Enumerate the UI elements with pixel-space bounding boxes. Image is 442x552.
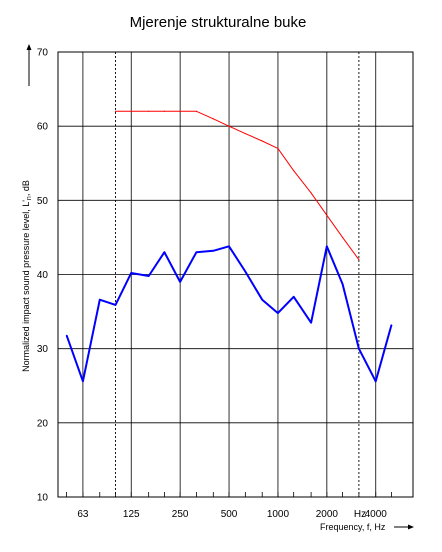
measured-point [341, 283, 344, 285]
x-axis-label: Frequency, f, Hz [320, 522, 386, 532]
measured-point [99, 299, 101, 301]
measured-point [326, 245, 328, 247]
x-tick-label: 500 [221, 509, 238, 520]
measured-point [212, 250, 214, 252]
measured-point [66, 334, 68, 336]
reference-point [228, 125, 230, 127]
reference-point [130, 110, 132, 112]
y-tick-label: 20 [37, 418, 49, 429]
reference-point [341, 236, 344, 239]
measured-point [310, 322, 312, 324]
measured-point [163, 251, 165, 253]
x-tick-label: 250 [172, 509, 189, 520]
x-tick-label: 4000 [365, 509, 388, 520]
x-tick-label: 125 [123, 509, 140, 520]
x-tick-label: 1000 [267, 509, 290, 520]
reference-point [148, 110, 150, 112]
y-axis-label-sub: n [26, 196, 33, 200]
reference-point [358, 259, 360, 261]
reference-point [163, 110, 165, 112]
measured-point [148, 275, 150, 277]
plot-frame [57, 51, 414, 498]
reference-point [244, 132, 246, 135]
measured-point [244, 270, 246, 273]
measured-point [130, 272, 132, 274]
y-axis-arrow-head [26, 44, 32, 50]
measured-point [390, 324, 393, 326]
reference-point [179, 110, 181, 112]
reference-curve-line [115, 110, 360, 260]
x-unit-label: Hz [354, 509, 366, 520]
x-tick-label: 2000 [316, 509, 339, 520]
measured-point [228, 245, 230, 247]
reference-point [195, 110, 198, 112]
measured-point [114, 304, 117, 306]
reference-point [326, 214, 328, 216]
y-tick-label: 10 [37, 493, 49, 504]
measured-point [82, 380, 84, 382]
measured-point [293, 296, 295, 298]
reference-point [310, 192, 312, 194]
measured-point [261, 299, 263, 301]
y-tick-labels: 10 20 30 40 50 60 70 [37, 48, 49, 504]
series-group [65, 110, 393, 383]
y-tick-label: 40 [37, 270, 49, 281]
y-tick-label: 60 [37, 122, 49, 133]
y-axis-label-unit: , dB [21, 180, 31, 196]
measured-point [375, 380, 377, 382]
chart-title: Mjerenje strukturalne buke [130, 14, 307, 31]
y-axis-label: Normalized impact sound pressure level, … [21, 200, 31, 372]
reference-point [261, 140, 263, 142]
y-tick-label: 30 [37, 344, 49, 355]
reference-point [114, 110, 117, 112]
reference-point [277, 147, 279, 150]
reference-point [212, 118, 214, 120]
grid [58, 52, 413, 497]
measured-point [358, 348, 360, 350]
measured-point [195, 251, 198, 253]
x-tick-label: 63 [77, 509, 89, 520]
y-axis-label-group: Normalized impact sound pressure level, … [21, 180, 33, 372]
x-axis-arrow-head [408, 524, 414, 530]
y-tick-label: 50 [37, 196, 49, 207]
reference-point [293, 170, 295, 172]
y-tick-label: 70 [37, 48, 49, 59]
svg-text:Normalized impact sound pressu: Normalized impact sound pressure level, … [21, 180, 33, 372]
measured-point [179, 281, 181, 283]
measured-point [277, 312, 279, 314]
